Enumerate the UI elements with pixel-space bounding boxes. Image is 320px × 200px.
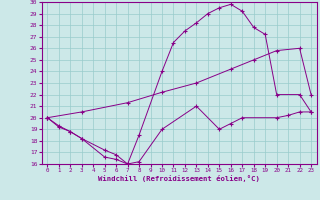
X-axis label: Windchill (Refroidissement éolien,°C): Windchill (Refroidissement éolien,°C): [98, 175, 260, 182]
